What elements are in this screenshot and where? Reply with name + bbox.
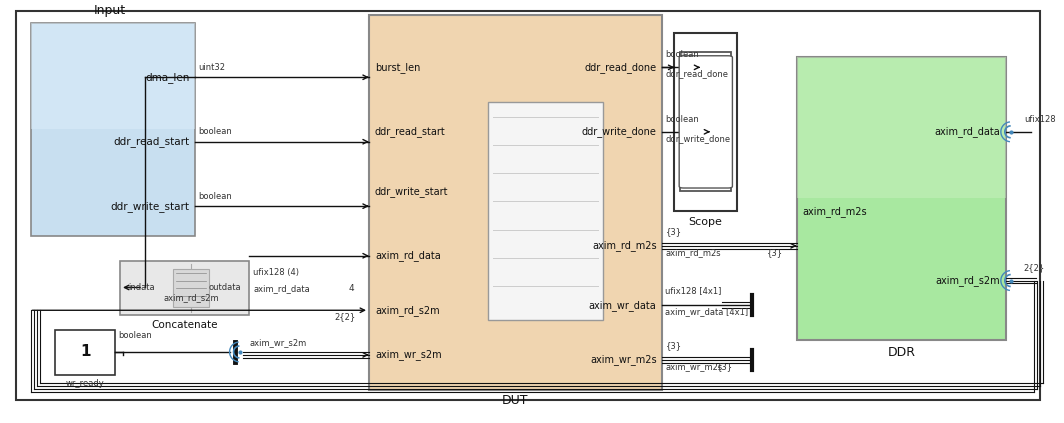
Text: boolean: boolean bbox=[665, 50, 699, 59]
Text: ddr_write_done: ddr_write_done bbox=[665, 134, 731, 143]
Text: axim_wr_s2m: axim_wr_s2m bbox=[375, 349, 442, 360]
Text: outdata: outdata bbox=[209, 283, 242, 292]
Bar bbox=[369, 15, 663, 390]
Text: ufix128 [4x1]: ufix128 [4x1] bbox=[665, 286, 721, 295]
Text: Scope: Scope bbox=[688, 217, 722, 227]
Text: axim_rd_data: axim_rd_data bbox=[253, 284, 311, 293]
Text: ufix128 (4): ufix128 (4) bbox=[253, 268, 299, 277]
Bar bbox=[55, 330, 115, 375]
Text: ddr_write_start: ddr_write_start bbox=[375, 186, 448, 197]
Text: Input: Input bbox=[94, 4, 127, 17]
Text: dma_len: dma_len bbox=[146, 72, 189, 83]
Text: ddr_read_done: ddr_read_done bbox=[584, 62, 656, 73]
Bar bbox=[675, 33, 737, 211]
Text: axim_rd_s2m: axim_rd_s2m bbox=[375, 305, 439, 316]
Bar bbox=[120, 261, 249, 315]
Text: ddr_write_done: ddr_write_done bbox=[582, 126, 656, 137]
Bar bbox=[172, 269, 209, 307]
Text: {3}: {3} bbox=[665, 227, 682, 236]
Text: boolean: boolean bbox=[665, 115, 699, 124]
Bar bbox=[31, 23, 195, 129]
Text: axim_wr_m2s: axim_wr_m2s bbox=[665, 362, 722, 371]
Text: 2{2}: 2{2} bbox=[1024, 264, 1045, 272]
Text: axim_rd_s2m: axim_rd_s2m bbox=[935, 275, 1000, 286]
FancyBboxPatch shape bbox=[679, 56, 732, 188]
Text: 4: 4 bbox=[349, 284, 354, 293]
Bar bbox=[797, 58, 1005, 340]
Text: boolean: boolean bbox=[199, 127, 233, 136]
Text: DDR: DDR bbox=[887, 346, 915, 359]
Text: axim_wr_data [4x1]: axim_wr_data [4x1] bbox=[665, 307, 749, 316]
Text: {3}: {3} bbox=[767, 248, 783, 257]
Text: axim_wr_data: axim_wr_data bbox=[588, 300, 656, 311]
Text: DUT: DUT bbox=[502, 393, 529, 407]
Text: uint32: uint32 bbox=[199, 63, 226, 72]
Text: axim_rd_m2s: axim_rd_m2s bbox=[592, 240, 656, 251]
Text: axim_wr_s2m: axim_wr_s2m bbox=[249, 338, 306, 347]
Text: ufix128: ufix128 bbox=[1024, 115, 1055, 124]
Text: {3}: {3} bbox=[717, 362, 733, 371]
Bar bbox=[488, 102, 603, 320]
Text: axim_rd_m2s: axim_rd_m2s bbox=[803, 206, 867, 217]
Text: wr_ready: wr_ready bbox=[66, 379, 104, 388]
Text: 2{2}: 2{2} bbox=[334, 312, 355, 321]
Text: ddr_read_done: ddr_read_done bbox=[665, 69, 729, 78]
Text: boolean: boolean bbox=[199, 192, 233, 201]
Text: burst_len: burst_len bbox=[375, 62, 420, 73]
Text: 1: 1 bbox=[80, 344, 90, 360]
Text: ddr_read_start: ddr_read_start bbox=[375, 126, 446, 137]
Bar bbox=[680, 52, 731, 191]
Text: ddr_read_start: ddr_read_start bbox=[114, 136, 189, 147]
Bar bbox=[797, 58, 1005, 198]
Bar bbox=[31, 23, 195, 236]
Text: axim_rd_data: axim_rd_data bbox=[375, 250, 440, 261]
Text: Concatenate: Concatenate bbox=[151, 320, 218, 330]
Text: axim_rd_m2s: axim_rd_m2s bbox=[665, 248, 721, 257]
Text: axim_rd_data: axim_rd_data bbox=[934, 126, 1000, 137]
Text: axim_wr_m2s: axim_wr_m2s bbox=[589, 354, 656, 365]
Text: indata: indata bbox=[128, 283, 154, 292]
Text: axim_rd_s2m: axim_rd_s2m bbox=[164, 293, 219, 302]
Text: ddr_write_start: ddr_write_start bbox=[111, 201, 189, 212]
Text: {3}: {3} bbox=[665, 341, 682, 350]
Text: boolean: boolean bbox=[118, 330, 152, 340]
